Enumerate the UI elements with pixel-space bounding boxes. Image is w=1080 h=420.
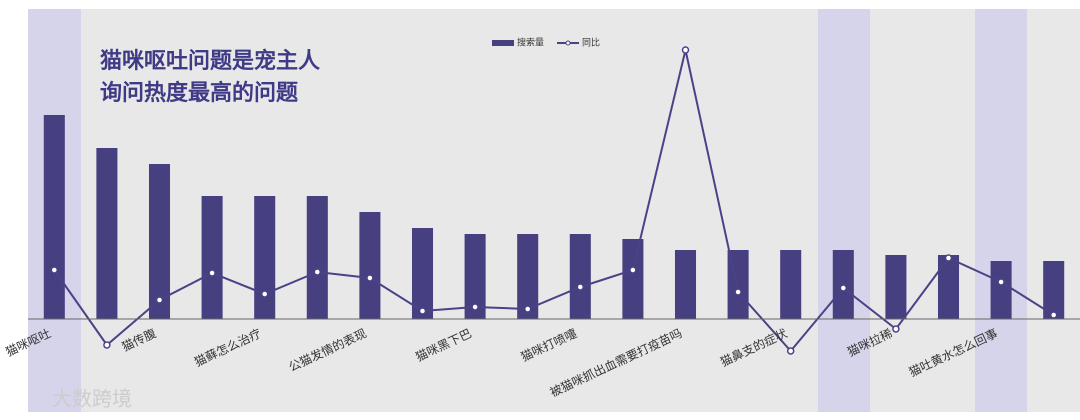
chart-title: 猫咪呕吐问题是宠主人	[100, 48, 320, 74]
line-marker	[944, 254, 953, 262]
line-marker	[155, 296, 164, 304]
highlight-band	[975, 9, 1027, 412]
line-marker	[366, 274, 374, 282]
bar	[254, 196, 276, 319]
bar	[464, 234, 486, 319]
line-marker	[103, 341, 111, 349]
chart-title: 询问热度最高的问题	[100, 80, 299, 106]
bar	[622, 239, 644, 319]
bar	[569, 234, 591, 319]
watermark: 大数跨境	[52, 387, 132, 411]
bar	[43, 115, 65, 319]
line-marker	[734, 288, 742, 296]
line-marker	[997, 278, 1005, 286]
legend-swatch	[492, 40, 514, 46]
bar	[780, 250, 802, 319]
bar	[937, 255, 960, 319]
line-marker	[681, 46, 690, 54]
line-marker	[523, 305, 532, 313]
bar	[148, 164, 171, 319]
highlight-band	[818, 9, 870, 412]
bar	[674, 250, 697, 319]
line-marker	[1049, 311, 1058, 319]
bar	[306, 196, 328, 319]
bar	[359, 212, 381, 319]
line-marker	[418, 307, 427, 315]
line-marker	[260, 290, 269, 298]
line-marker	[471, 303, 479, 311]
bar	[517, 234, 539, 319]
legend-label: 搜索量	[517, 37, 544, 49]
bar	[990, 261, 1012, 319]
legend-label: 同比	[582, 37, 600, 49]
line-marker	[576, 283, 585, 291]
line-marker	[50, 266, 59, 274]
line-marker	[892, 325, 900, 333]
line-marker	[629, 266, 637, 274]
line-marker	[786, 347, 795, 355]
bar	[885, 255, 907, 319]
line	[53, 49, 1055, 353]
bar	[201, 196, 223, 319]
bar	[1043, 261, 1065, 319]
line-marker	[839, 284, 848, 292]
line-marker	[208, 269, 216, 277]
line-marker	[313, 268, 322, 276]
bar	[411, 228, 434, 319]
bar	[96, 148, 118, 319]
legend-swatch	[565, 40, 571, 46]
